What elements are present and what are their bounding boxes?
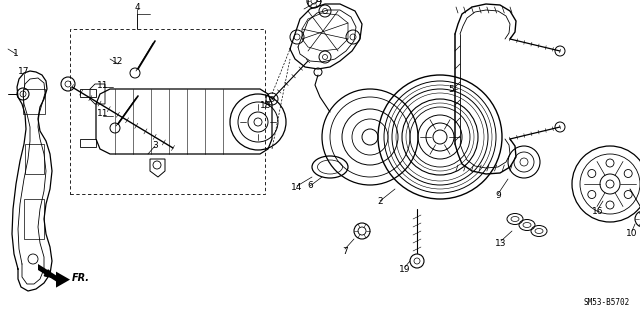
Text: 9: 9 (495, 191, 501, 201)
Text: 13: 13 (495, 239, 507, 248)
Text: 5: 5 (448, 85, 454, 93)
Text: 8: 8 (315, 0, 321, 4)
Text: 14: 14 (291, 183, 303, 192)
Text: 11: 11 (97, 80, 109, 90)
Text: 11: 11 (97, 109, 109, 118)
Text: 10: 10 (627, 228, 637, 238)
Text: 15: 15 (300, 0, 311, 2)
Text: 2: 2 (377, 197, 383, 205)
Text: 18: 18 (260, 101, 272, 110)
Text: FR.: FR. (72, 273, 90, 283)
Text: 12: 12 (112, 56, 124, 65)
Text: 16: 16 (592, 206, 604, 216)
Text: 3: 3 (152, 142, 158, 151)
Polygon shape (56, 271, 70, 288)
Text: 17: 17 (19, 66, 29, 76)
Text: 1: 1 (13, 49, 19, 58)
Text: 19: 19 (399, 264, 411, 273)
Text: 4: 4 (134, 3, 140, 11)
Bar (70, 29, 265, 194)
Text: SM53-B5702: SM53-B5702 (584, 298, 630, 307)
Polygon shape (38, 264, 58, 283)
Text: 7: 7 (342, 247, 348, 256)
Text: 6: 6 (307, 182, 313, 190)
